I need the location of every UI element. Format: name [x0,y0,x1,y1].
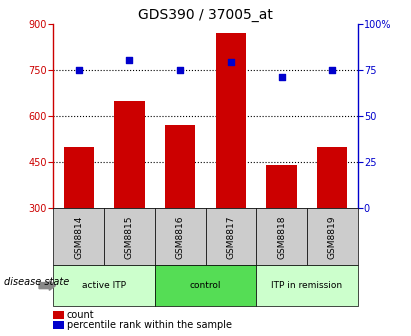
Text: GSM8817: GSM8817 [226,215,236,259]
Text: count: count [67,310,94,320]
Point [177,67,183,73]
Bar [317,147,347,208]
Bar [64,147,94,208]
Text: GSM8814: GSM8814 [74,215,83,259]
Text: percentile rank within the sample: percentile rank within the sample [67,320,231,330]
Text: GSM8815: GSM8815 [125,215,134,259]
Point [76,67,82,73]
Text: disease state: disease state [4,277,69,287]
Text: GSM8816: GSM8816 [175,215,185,259]
Text: active ITP: active ITP [82,281,126,290]
Text: ITP in remission: ITP in remission [271,281,342,290]
Bar [165,125,195,208]
Text: control: control [190,281,221,290]
Point [278,74,285,80]
Title: GDS390 / 37005_at: GDS390 / 37005_at [138,8,273,23]
Bar [266,165,297,208]
Point [228,60,234,65]
Point [329,67,335,73]
Point [126,58,133,63]
Text: GSM8819: GSM8819 [328,215,337,259]
Text: GSM8818: GSM8818 [277,215,286,259]
Bar [114,100,145,208]
Bar [216,33,246,208]
